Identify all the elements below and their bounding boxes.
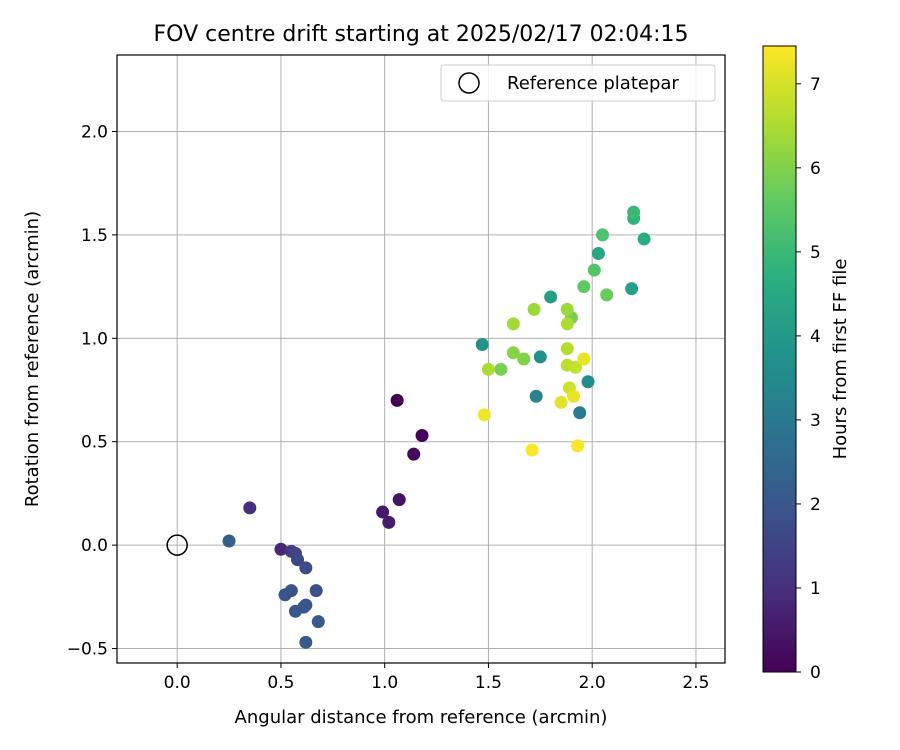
y-tick-label: 1.5 (81, 226, 108, 246)
data-point (407, 447, 421, 461)
legend-label: Reference platepar (507, 73, 679, 94)
data-point (274, 542, 288, 556)
data-point (567, 389, 581, 403)
y-tick-label: 0.0 (81, 536, 108, 556)
data-point (569, 360, 583, 374)
data-point (577, 352, 591, 366)
colorbar-gradient (762, 45, 797, 673)
data-point (477, 408, 491, 422)
data-point (560, 317, 574, 331)
colorbar-tick-label: 3 (810, 411, 821, 431)
reference-marker (166, 534, 188, 556)
chart-title: FOV centre drift starting at 2025/02/17 … (154, 22, 689, 47)
data-point (573, 406, 587, 420)
data-points (222, 205, 651, 649)
data-point (494, 362, 508, 376)
y-tick-label: −0.5 (67, 640, 108, 660)
data-point (309, 584, 323, 598)
data-point (390, 393, 404, 407)
data-point (544, 290, 558, 304)
data-point (596, 228, 610, 242)
data-point (600, 288, 614, 302)
data-point (587, 263, 601, 277)
data-point (506, 346, 520, 360)
x-axis-label: Angular distance from reference (arcmin) (235, 707, 608, 728)
colorbar-ticks: 0 1 2 3 4 5 6 7 (796, 75, 821, 683)
data-point (625, 282, 639, 296)
y-axis-ticks: −0.5 0.0 0.5 1.0 1.5 2.0 (67, 123, 117, 660)
data-point (291, 553, 305, 567)
data-point (554, 395, 568, 409)
data-point (481, 362, 495, 376)
legend-box (440, 64, 716, 102)
data-point (525, 443, 539, 457)
legend: Reference platepar (440, 64, 716, 102)
data-point (392, 493, 406, 507)
data-point (577, 280, 591, 294)
data-point (527, 302, 541, 316)
data-point (311, 615, 325, 629)
data-point (581, 375, 595, 389)
data-point (517, 352, 531, 366)
colorbar-tick-label: 4 (810, 327, 821, 347)
data-point (627, 205, 641, 219)
data-point (506, 317, 520, 331)
y-axis-label: Rotation from reference (arcmin) (22, 211, 43, 507)
x-tick-label: 0.5 (267, 673, 294, 693)
x-tick-label: 1.5 (475, 673, 502, 693)
data-point (243, 501, 257, 515)
data-point (591, 247, 605, 261)
data-point (560, 302, 574, 316)
colorbar-tick-label: 0 (810, 663, 821, 683)
data-point (415, 429, 429, 443)
data-point (299, 635, 313, 649)
colorbar-tick-label: 1 (810, 579, 821, 599)
colorbar-tick-label: 6 (810, 159, 821, 179)
data-point (222, 534, 236, 548)
data-point (637, 232, 651, 246)
y-tick-label: 1.0 (81, 329, 108, 349)
colorbar-tick-label: 5 (810, 243, 821, 263)
y-tick-label: 0.5 (81, 433, 108, 453)
data-point (571, 439, 585, 453)
x-tick-label: 0.0 (164, 673, 191, 693)
x-tick-label: 1.0 (371, 673, 398, 693)
legend-marker-icon (458, 72, 480, 94)
colorbar: 0 1 2 3 4 5 6 7 Hours from first FF file (762, 45, 851, 683)
data-point (560, 342, 574, 356)
colorbar-tick-label: 2 (810, 495, 821, 515)
data-point (299, 561, 313, 575)
colorbar-tick-label: 7 (810, 75, 821, 95)
colorbar-label: Hours from first FF file (830, 259, 851, 460)
data-point (382, 515, 396, 529)
data-point (475, 338, 489, 352)
data-point (529, 389, 543, 403)
grid-lines (117, 55, 725, 663)
x-tick-label: 2.0 (579, 673, 606, 693)
data-point (533, 350, 547, 364)
x-axis-ticks: 0.0 0.5 1.0 1.5 2.0 2.5 (164, 663, 709, 693)
x-tick-label: 2.5 (682, 673, 709, 693)
data-point (288, 604, 302, 618)
y-tick-label: 2.0 (81, 123, 108, 143)
data-point (376, 505, 390, 519)
data-point (278, 588, 292, 602)
plot-frame (116, 54, 726, 664)
